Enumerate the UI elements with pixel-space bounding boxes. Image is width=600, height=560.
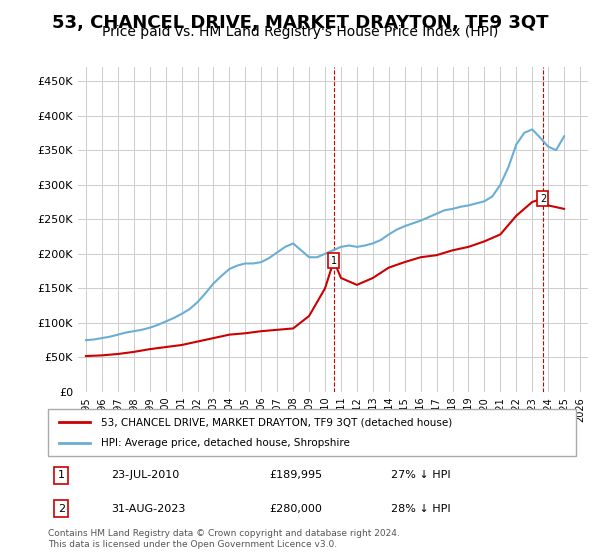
Text: Contains HM Land Registry data © Crown copyright and database right 2024.
This d: Contains HM Land Registry data © Crown c…	[48, 529, 400, 549]
Text: 53, CHANCEL DRIVE, MARKET DRAYTON, TF9 3QT (detached house): 53, CHANCEL DRIVE, MARKET DRAYTON, TF9 3…	[101, 417, 452, 427]
Text: HPI: Average price, detached house, Shropshire: HPI: Average price, detached house, Shro…	[101, 438, 350, 448]
Text: 2: 2	[58, 504, 65, 514]
Text: 28% ↓ HPI: 28% ↓ HPI	[391, 504, 451, 514]
Text: £280,000: £280,000	[270, 504, 323, 514]
Text: £189,995: £189,995	[270, 470, 323, 480]
Text: 2: 2	[540, 194, 546, 203]
Text: 1: 1	[58, 470, 65, 480]
Text: 27% ↓ HPI: 27% ↓ HPI	[391, 470, 451, 480]
Text: 1: 1	[331, 256, 337, 265]
Text: 31-AUG-2023: 31-AUG-2023	[112, 504, 186, 514]
Text: 23-JUL-2010: 23-JUL-2010	[112, 470, 179, 480]
Text: Price paid vs. HM Land Registry's House Price Index (HPI): Price paid vs. HM Land Registry's House …	[102, 25, 498, 39]
FancyBboxPatch shape	[48, 409, 576, 456]
Text: 53, CHANCEL DRIVE, MARKET DRAYTON, TF9 3QT: 53, CHANCEL DRIVE, MARKET DRAYTON, TF9 3…	[52, 14, 548, 32]
